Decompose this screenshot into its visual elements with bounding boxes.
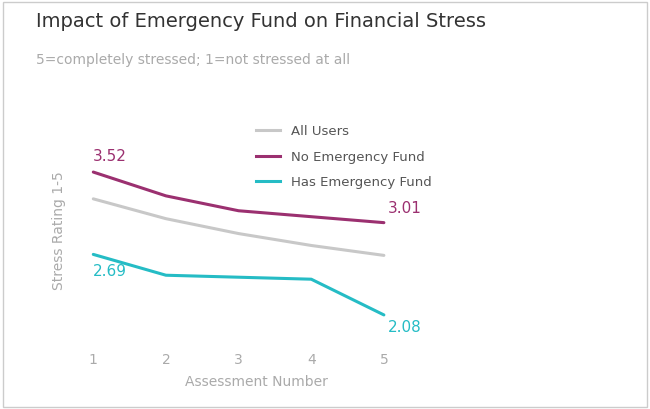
Text: 3.01: 3.01 [387, 201, 421, 216]
Text: 2.69: 2.69 [94, 264, 127, 279]
Legend: All Users, No Emergency Fund, Has Emergency Fund: All Users, No Emergency Fund, Has Emerge… [252, 121, 436, 193]
X-axis label: Assessment Number: Assessment Number [185, 375, 328, 389]
Text: Impact of Emergency Fund on Financial Stress: Impact of Emergency Fund on Financial St… [36, 12, 486, 31]
Text: 5=completely stressed; 1=not stressed at all: 5=completely stressed; 1=not stressed at… [36, 53, 350, 67]
Text: 3.52: 3.52 [94, 149, 127, 164]
Y-axis label: Stress Rating 1-5: Stress Rating 1-5 [52, 172, 66, 290]
Text: 2.08: 2.08 [387, 320, 421, 335]
